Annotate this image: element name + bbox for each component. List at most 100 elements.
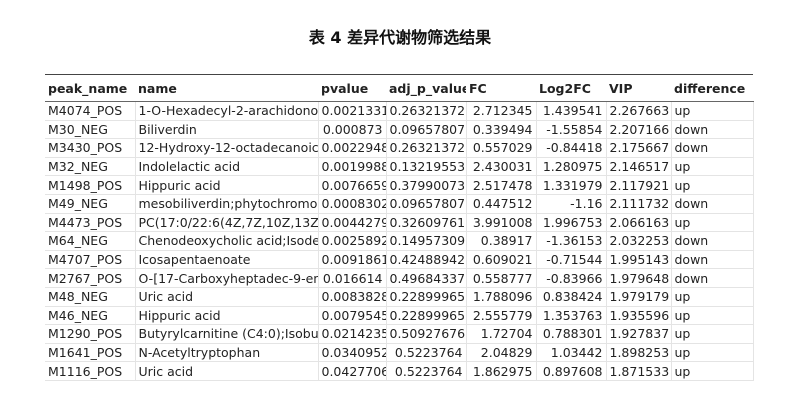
table-title: 表 4 差异代谢物筛选结果 xyxy=(308,28,492,47)
table-row: M4074_POS 1-O-Hexadecyl-2-arachidonoyl 0.0… xyxy=(45,101,754,121)
column-header: FC xyxy=(466,74,536,102)
table-cell: 0.49684337 xyxy=(386,268,467,288)
table-cell: Hippuric acid xyxy=(135,175,319,195)
table-row: M32_NEG Indolelactic acid 0.0019988 0.13219… xyxy=(45,157,754,177)
table-cell: 0.788301 xyxy=(536,324,607,344)
table-cell: 2.175667 xyxy=(606,138,672,158)
table-cell: O-[17-Carboxyheptadec-9-enoyl] xyxy=(135,268,319,288)
table-row: M48_NEG Uric acid 0.0083828 0.22899965 1.788… xyxy=(45,287,754,307)
table-cell: 0.016614 xyxy=(318,268,387,288)
table-cell: 0.897608 xyxy=(536,361,607,381)
table-cell: 0.42488942 xyxy=(386,250,467,270)
table-cell: up xyxy=(671,101,754,121)
table-cell: M4473_POS xyxy=(45,213,136,233)
table-cell: 2.267663 xyxy=(606,101,672,121)
table-cell: down xyxy=(671,138,754,158)
table-cell: 1.927837 xyxy=(606,324,672,344)
table-cell: 3.991008 xyxy=(466,213,537,233)
table-cell: 1.898253 xyxy=(606,343,672,363)
table-cell: Uric acid xyxy=(135,361,319,381)
table-cell: 0.22899965 xyxy=(386,287,467,307)
table-cell: 2.430031 xyxy=(466,157,537,177)
table-cell: 0.0044279 xyxy=(318,213,387,233)
table-cell: 0.0022948 xyxy=(318,138,387,158)
table-row: M2767_POSO-[17-Carboxyheptadec-9-enoyl]0… xyxy=(45,268,754,288)
table-cell: up xyxy=(671,361,754,381)
table-cell: Icosapentaenoate xyxy=(135,250,319,270)
table-cell: 0.0427706 xyxy=(318,361,387,381)
table-cell: N-Acetyltryptophan xyxy=(135,343,319,363)
table-cell: up xyxy=(671,175,754,195)
table-cell: down xyxy=(671,268,754,288)
table-cell: 1.439541 xyxy=(536,101,607,121)
table-cell: 0.0008302 xyxy=(318,194,387,214)
table-cell: M30_NEG xyxy=(45,120,136,140)
table-cell: 0.557029 xyxy=(466,138,537,158)
table-cell: 0.609021 xyxy=(466,250,537,270)
table-cell: 0.0019988 xyxy=(318,157,387,177)
table-cell: 0.0214235 xyxy=(318,324,387,344)
table-cell: 1.331979 xyxy=(536,175,607,195)
table-cell: up xyxy=(671,306,754,326)
table-cell: M64_NEG xyxy=(45,231,136,251)
table-cell: mesobiliverdin;phytochromobilin xyxy=(135,194,319,214)
table-row: M30_NEG Biliverdin 0.000873 0.09657807 0.339… xyxy=(45,120,754,140)
table-row: M4707_POS Icosapentaenoate 0.0091861 0.4248… xyxy=(45,250,754,270)
table-cell: 0.000873 xyxy=(318,120,387,140)
table-cell: -0.83966 xyxy=(536,268,607,288)
column-header: pvalue xyxy=(318,74,386,102)
results-table: peak_name name pvalue adj_p_value FC Log2FC VI… xyxy=(45,74,754,381)
table-cell: down xyxy=(671,194,754,214)
table-cell: M1290_POS xyxy=(45,324,136,344)
table-cell: -1.55854 xyxy=(536,120,607,140)
table-cell: M1116_POS xyxy=(45,361,136,381)
column-header: difference xyxy=(671,74,753,102)
table-cell: up xyxy=(671,213,754,233)
table-cell: PC(17:0/22:6(4Z,7Z,10Z,13Z,16Z,19Z)) xyxy=(135,213,319,233)
table-cell: 0.838424 xyxy=(536,287,607,307)
table-cell: 1.280975 xyxy=(536,157,607,177)
table-cell: down xyxy=(671,120,754,140)
column-header: adj_p_value xyxy=(386,74,466,102)
table-cell: -0.84418 xyxy=(536,138,607,158)
table-cell: M4707_POS xyxy=(45,250,136,270)
table-cell: 0.0076659 xyxy=(318,175,387,195)
table-row: M46_NEG Hippuric acid 0.0079545 0.22899965 2… xyxy=(45,306,754,326)
table-cell: 0.50927676 xyxy=(386,324,467,344)
table-cell: 0.5223764 xyxy=(386,361,467,381)
column-header: name xyxy=(135,74,318,102)
table-cell: 0.5223764 xyxy=(386,343,467,363)
table-cell: M4074_POS xyxy=(45,101,136,121)
table-cell: 2.117921 xyxy=(606,175,672,195)
table-cell: Biliverdin xyxy=(135,120,319,140)
table-cell: 0.339494 xyxy=(466,120,537,140)
column-header: Log2FC xyxy=(536,74,606,102)
table-body: M4074_POS 1-O-Hexadecyl-2-arachidonoyl 0.0… xyxy=(45,101,754,381)
table-cell: 2.032253 xyxy=(606,231,672,251)
table-cell: 1.979179 xyxy=(606,287,672,307)
header-row: peak_name name pvalue adj_p_value FC Log2FC VI… xyxy=(45,74,753,102)
column-header: VIP xyxy=(606,74,671,102)
table-cell: 2.066163 xyxy=(606,213,672,233)
table-row: M3430_POS 12-Hydroxy-12-octadecanoic 0.002… xyxy=(45,138,754,158)
table-cell: 2.517478 xyxy=(466,175,537,195)
table-cell: 1.862975 xyxy=(466,361,537,381)
table-cell: 0.0079545 xyxy=(318,306,387,326)
table-cell: 12-Hydroxy-12-octadecanoic xyxy=(135,138,319,158)
table-cell: 1.03442 xyxy=(536,343,607,363)
table-row: M1641_POS N-Acetyltryptophan 0.0340952 0.52… xyxy=(45,343,754,363)
table-cell: 0.37990073 xyxy=(386,175,467,195)
table-row: M4473_POSPC(17:0/22:6(4Z,7Z,10Z,13Z,16Z,… xyxy=(45,213,754,233)
table-cell: 2.712345 xyxy=(466,101,537,121)
table-cell: up xyxy=(671,287,754,307)
table-cell: 0.13219553 xyxy=(386,157,467,177)
table-row: M1116_POS Uric acid 0.0427706 0.5223764 1.86… xyxy=(45,361,754,381)
table-cell: up xyxy=(671,157,754,177)
table-cell: Butyrylcarnitine (C4:0);Isobutyrylcarnit… xyxy=(135,324,319,344)
table-cell: 1-O-Hexadecyl-2-arachidonoyl xyxy=(135,101,319,121)
table-cell: 0.14957309 xyxy=(386,231,467,251)
table-cell: 0.0091861 xyxy=(318,250,387,270)
table-cell: M46_NEG xyxy=(45,306,136,326)
table-row: M49_NEGmesobiliverdin;phytochromobilin0.… xyxy=(45,194,754,214)
